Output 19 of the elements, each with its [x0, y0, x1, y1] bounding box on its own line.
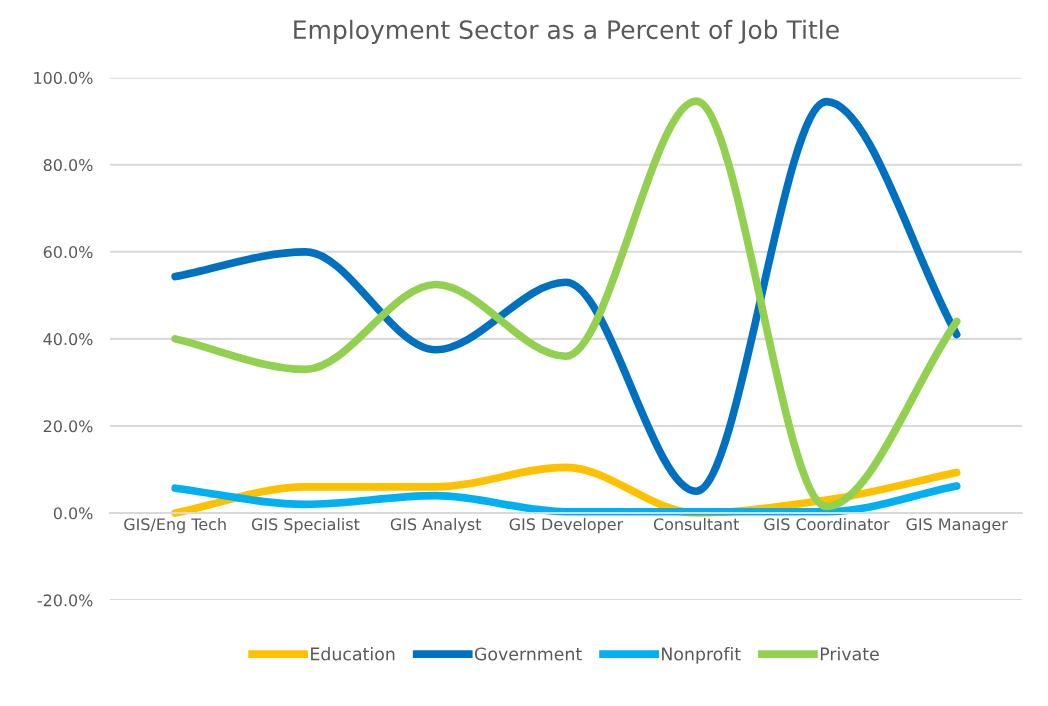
y-tick-label: 20.0%: [43, 420, 93, 433]
y-tick-label: 0.0%: [53, 507, 93, 520]
legend-label: Nonprofit: [662, 647, 741, 664]
y-tick-label: 40.0%: [43, 333, 93, 346]
legend-label: Government: [474, 647, 582, 661]
legend-label: Private: [820, 647, 879, 661]
y-tick-label: 100.0%: [34, 71, 93, 84]
x-tick-label: GIS Analyst: [390, 517, 482, 534]
x-tick-label: GIS Specialist: [251, 517, 360, 534]
legend-label: Education: [311, 647, 395, 661]
x-tick-label: GIS Manager: [906, 518, 1008, 534]
x-tick-label: GIS/Eng Tech: [124, 517, 226, 534]
y-tick-label: 80.0%: [43, 158, 93, 172]
chart-title: Employment Sector as a Percent of Job Title: [294, 19, 839, 44]
x-tick-label: GIS Developer: [509, 517, 624, 534]
y-tick-label: 60.0%: [43, 246, 93, 259]
x-tick-label: GIS Coordinator: [764, 517, 890, 531]
y-tick-label: -20.0%: [37, 594, 93, 607]
x-tick-label: Consultant: [653, 517, 739, 531]
